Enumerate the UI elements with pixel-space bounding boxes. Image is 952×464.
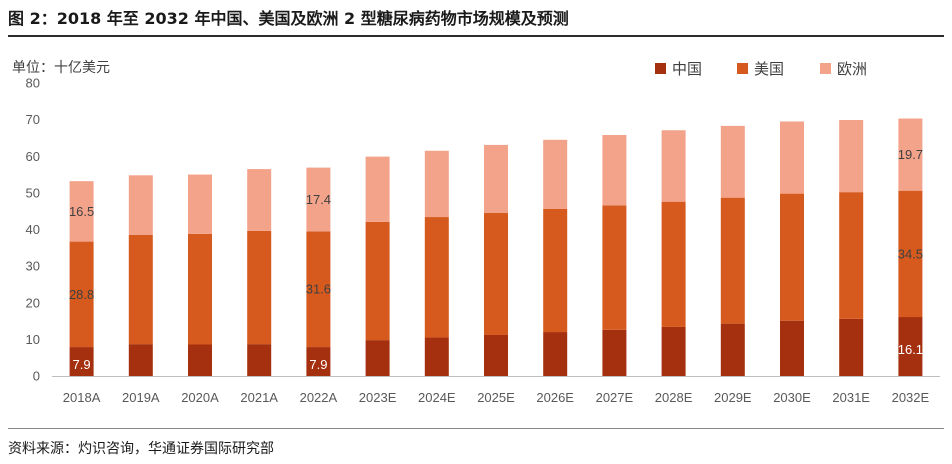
- data-labels: 7.9 28.8 16.5 7.9 31.6 17.4 16.1 34.5 19.7: [69, 147, 923, 372]
- x-tick-label-2022A: 2022A: [300, 390, 338, 405]
- x-tick-label-2027E: 2027E: [596, 390, 634, 405]
- bar-2018A-series-1: [69, 241, 94, 348]
- source-note: 资料来源：灼识咨询，华通证券国际研究部: [8, 441, 274, 457]
- y-tick-label-40: 40: [26, 222, 40, 237]
- bar-2026E-series-1: [543, 208, 568, 333]
- y-tick-label-20: 20: [26, 295, 40, 310]
- source-divider: [8, 428, 944, 429]
- bar-2021A-series-2: [247, 169, 272, 231]
- bar-2023E-series-2: [365, 156, 390, 222]
- x-tick-label-2019A: 2019A: [122, 390, 160, 405]
- y-tick-label-30: 30: [26, 259, 40, 274]
- bar-2027E-series-2: [602, 135, 627, 206]
- bar-2029E-series-1: [720, 197, 745, 324]
- bar-2023E-series-0: [365, 340, 390, 376]
- bar-2026E-series-2: [543, 139, 568, 209]
- bars: [69, 118, 923, 376]
- bar-2025E-series-0: [484, 334, 508, 376]
- bar-2030E-series-0: [780, 320, 804, 376]
- bar-2032E-series-2: [898, 118, 923, 191]
- x-tick-label-2025E: 2025E: [477, 390, 515, 405]
- legend-label-0: 中国: [672, 60, 702, 78]
- data-label-2032E-series-2: 19.7: [898, 147, 923, 162]
- bar-2024E-series-0: [424, 337, 449, 376]
- y-tick-label-50: 50: [26, 185, 40, 200]
- bar-2019A-series-0: [128, 344, 153, 376]
- bar-2032E-series-0: [898, 317, 923, 376]
- bar-2019A-series-1: [128, 234, 153, 345]
- data-label-2022A-series-1: 31.6: [306, 282, 331, 297]
- bar-2032E-series-1: [898, 190, 923, 318]
- figure-title: 图 2：2018 年至 2032 年中国、美国及欧洲 2 型糖尿病药物市场规模及…: [8, 9, 569, 28]
- bar-2027E-series-1: [602, 205, 627, 330]
- bar-2024E-series-1: [424, 217, 449, 338]
- data-label-2022A-series-0: 7.9: [309, 357, 327, 372]
- bar-2030E-series-2: [780, 121, 804, 194]
- bar-2027E-series-0: [602, 329, 627, 376]
- bar-2028E-series-1: [661, 201, 686, 327]
- bar-2022A-series-2: [306, 167, 331, 232]
- bar-2018A-series-2: [69, 181, 94, 242]
- x-tick-label-2029E: 2029E: [714, 390, 752, 405]
- x-tick-label-2030E: 2030E: [773, 390, 811, 405]
- data-label-2018A-series-2: 16.5: [69, 204, 94, 219]
- data-label-2032E-series-1: 34.5: [898, 246, 923, 261]
- data-label-2032E-series-0: 16.1: [898, 342, 923, 357]
- bar-2031E-series-1: [839, 192, 864, 319]
- bar-2019A-series-2: [128, 175, 153, 235]
- legend-swatch-1: [737, 63, 748, 74]
- y-tick-label-10: 10: [26, 332, 40, 347]
- bar-2020A-series-2: [188, 174, 212, 234]
- x-tick-label-2020A: 2020A: [181, 390, 219, 405]
- y-tick-label-0: 0: [33, 369, 40, 384]
- data-label-2018A-series-0: 7.9: [73, 357, 91, 372]
- y-axis: 0 10 20 30 40 50 60 70 80: [26, 76, 40, 384]
- y-tick-label-70: 70: [26, 112, 40, 127]
- x-tick-label-2028E: 2028E: [655, 390, 693, 405]
- x-axis: 2018A 2019A 2020A 2021A 2022A 2023E 2024E 2025E…: [52, 376, 940, 405]
- x-tick-label-2026E: 2026E: [536, 390, 574, 405]
- y-tick-label-80: 80: [26, 76, 40, 91]
- bar-2018A-series-0: [69, 347, 94, 376]
- bar-2026E-series-0: [543, 332, 568, 376]
- bar-2021A-series-1: [247, 230, 272, 345]
- x-tick-label-2032E: 2032E: [892, 390, 930, 405]
- bar-2022A-series-0: [306, 347, 331, 376]
- y-tick-label-60: 60: [26, 149, 40, 164]
- bar-2020A-series-0: [188, 344, 212, 376]
- bar-2029E-series-2: [720, 125, 745, 198]
- data-label-2018A-series-1: 28.8: [69, 287, 94, 302]
- bar-2023E-series-1: [365, 221, 390, 341]
- legend-swatch-0: [655, 63, 666, 74]
- x-tick-label-2031E: 2031E: [832, 390, 870, 405]
- bar-2025E-series-2: [484, 144, 508, 214]
- data-label-2022A-series-2: 17.4: [306, 192, 331, 207]
- x-tick-label-2018A: 2018A: [63, 390, 101, 405]
- bar-2031E-series-2: [839, 119, 864, 193]
- x-tick-label-2023E: 2023E: [359, 390, 397, 405]
- bar-2025E-series-1: [484, 213, 508, 335]
- bar-2029E-series-0: [720, 323, 745, 376]
- x-tick-label-2024E: 2024E: [418, 390, 456, 405]
- bar-2020A-series-1: [188, 233, 212, 345]
- legend-swatch-2: [820, 63, 831, 74]
- bar-2028E-series-0: [661, 326, 686, 376]
- x-tick-label-2021A: 2021A: [240, 390, 278, 405]
- bar-2022A-series-1: [306, 231, 331, 348]
- bar-2028E-series-2: [661, 130, 686, 202]
- legend-label-1: 美国: [754, 60, 784, 78]
- bar-2031E-series-0: [839, 318, 864, 376]
- unit-label: 单位：十亿美元: [12, 60, 110, 76]
- bar-2024E-series-2: [424, 150, 449, 218]
- legend-label-2: 欧洲: [837, 60, 867, 78]
- legend: 中国 美国 欧洲: [655, 60, 867, 78]
- bar-2021A-series-0: [247, 344, 272, 376]
- title-divider: [8, 35, 944, 37]
- bar-2030E-series-1: [780, 193, 804, 321]
